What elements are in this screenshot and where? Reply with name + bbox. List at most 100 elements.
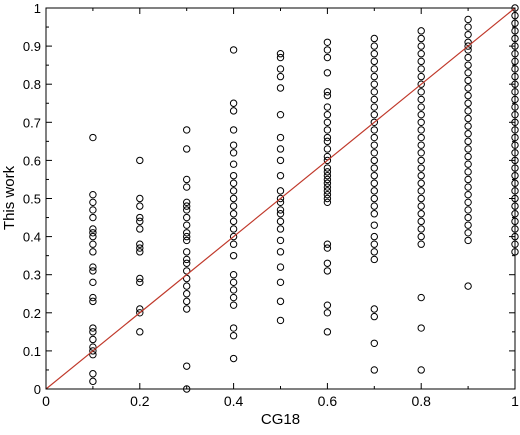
data-point — [229, 160, 238, 168]
data-point — [464, 61, 472, 69]
data-point — [417, 57, 425, 66]
data-point — [89, 370, 97, 378]
data-point — [183, 255, 191, 264]
data-point — [183, 202, 191, 210]
data-point — [370, 34, 378, 43]
data-point — [464, 198, 472, 207]
data-point — [417, 179, 425, 187]
data-point — [370, 179, 378, 187]
data-point — [417, 324, 425, 332]
data-point — [323, 118, 332, 127]
data-point — [370, 103, 378, 111]
data-point — [464, 91, 472, 100]
data-point — [370, 118, 378, 127]
data-point — [183, 362, 191, 370]
data-point — [417, 171, 425, 180]
data-point — [183, 232, 191, 241]
data-point — [136, 309, 144, 317]
data-point — [323, 103, 332, 111]
data-point — [323, 156, 332, 165]
data-point — [229, 331, 238, 340]
data-point — [323, 267, 332, 275]
data-point — [323, 244, 332, 252]
chart-marks — [45, 4, 519, 393]
data-point — [370, 95, 378, 104]
data-point — [323, 46, 332, 54]
y-tick-label: 0.6 — [23, 153, 41, 168]
data-point — [229, 187, 238, 195]
data-point — [229, 232, 238, 241]
data-point — [183, 282, 191, 290]
data-point — [323, 183, 332, 191]
data-point — [417, 217, 425, 226]
data-point — [229, 240, 238, 248]
data-point — [464, 122, 472, 130]
data-point — [229, 210, 238, 218]
data-point — [370, 210, 378, 218]
data-point — [464, 84, 472, 92]
data-point — [229, 354, 238, 363]
data-point — [136, 202, 144, 210]
data-point — [370, 72, 378, 81]
data-point — [417, 164, 425, 172]
data-point — [89, 232, 97, 241]
reference-line — [45, 7, 516, 390]
data-point — [464, 107, 472, 115]
data-point — [229, 46, 238, 54]
data-point — [89, 190, 97, 199]
data-point — [89, 263, 97, 271]
data-point — [464, 99, 472, 107]
data-point — [183, 305, 191, 313]
data-point — [417, 225, 425, 233]
data-point — [229, 225, 238, 233]
data-point — [370, 312, 378, 321]
data-point — [276, 194, 285, 203]
y-tick-label: 0.7 — [23, 115, 41, 130]
data-point — [323, 328, 332, 336]
data-point — [183, 126, 191, 134]
data-point — [323, 137, 332, 146]
data-point — [464, 76, 472, 85]
data-point — [370, 255, 378, 264]
data-point — [323, 194, 332, 203]
data-point — [183, 213, 191, 222]
data-point — [136, 240, 144, 248]
data-point — [417, 202, 425, 210]
data-point — [370, 339, 378, 347]
data-point — [276, 263, 285, 271]
y-tick-label: 0.5 — [23, 192, 41, 207]
data-point — [183, 297, 191, 306]
data-point — [183, 221, 191, 229]
data-point — [370, 305, 378, 313]
data-point — [323, 164, 332, 172]
data-point — [89, 293, 97, 302]
y-tick-label: 0.8 — [23, 77, 41, 92]
data-point — [370, 164, 378, 172]
data-point — [370, 156, 378, 165]
data-point — [370, 65, 378, 73]
data-point — [229, 278, 238, 287]
data-point — [136, 244, 144, 252]
data-point — [89, 206, 97, 214]
x-tick-label: 0 — [42, 393, 50, 409]
x-tick-label: 1 — [511, 393, 519, 409]
data-point — [136, 217, 144, 226]
data-point — [276, 133, 285, 142]
data-point — [464, 168, 472, 176]
data-point — [276, 50, 285, 58]
data-point — [417, 95, 425, 104]
data-point — [464, 23, 472, 31]
data-point — [370, 171, 378, 180]
data-point — [89, 324, 97, 332]
data-point — [323, 110, 332, 119]
data-point — [464, 114, 472, 123]
data-point — [183, 198, 191, 207]
data-point — [136, 225, 144, 233]
data-point — [323, 190, 332, 199]
x-tick-label: 0.4 — [224, 393, 244, 409]
data-point — [276, 84, 285, 92]
data-point — [323, 38, 332, 46]
y-axis-label: This work — [1, 165, 18, 230]
data-point — [89, 278, 97, 287]
